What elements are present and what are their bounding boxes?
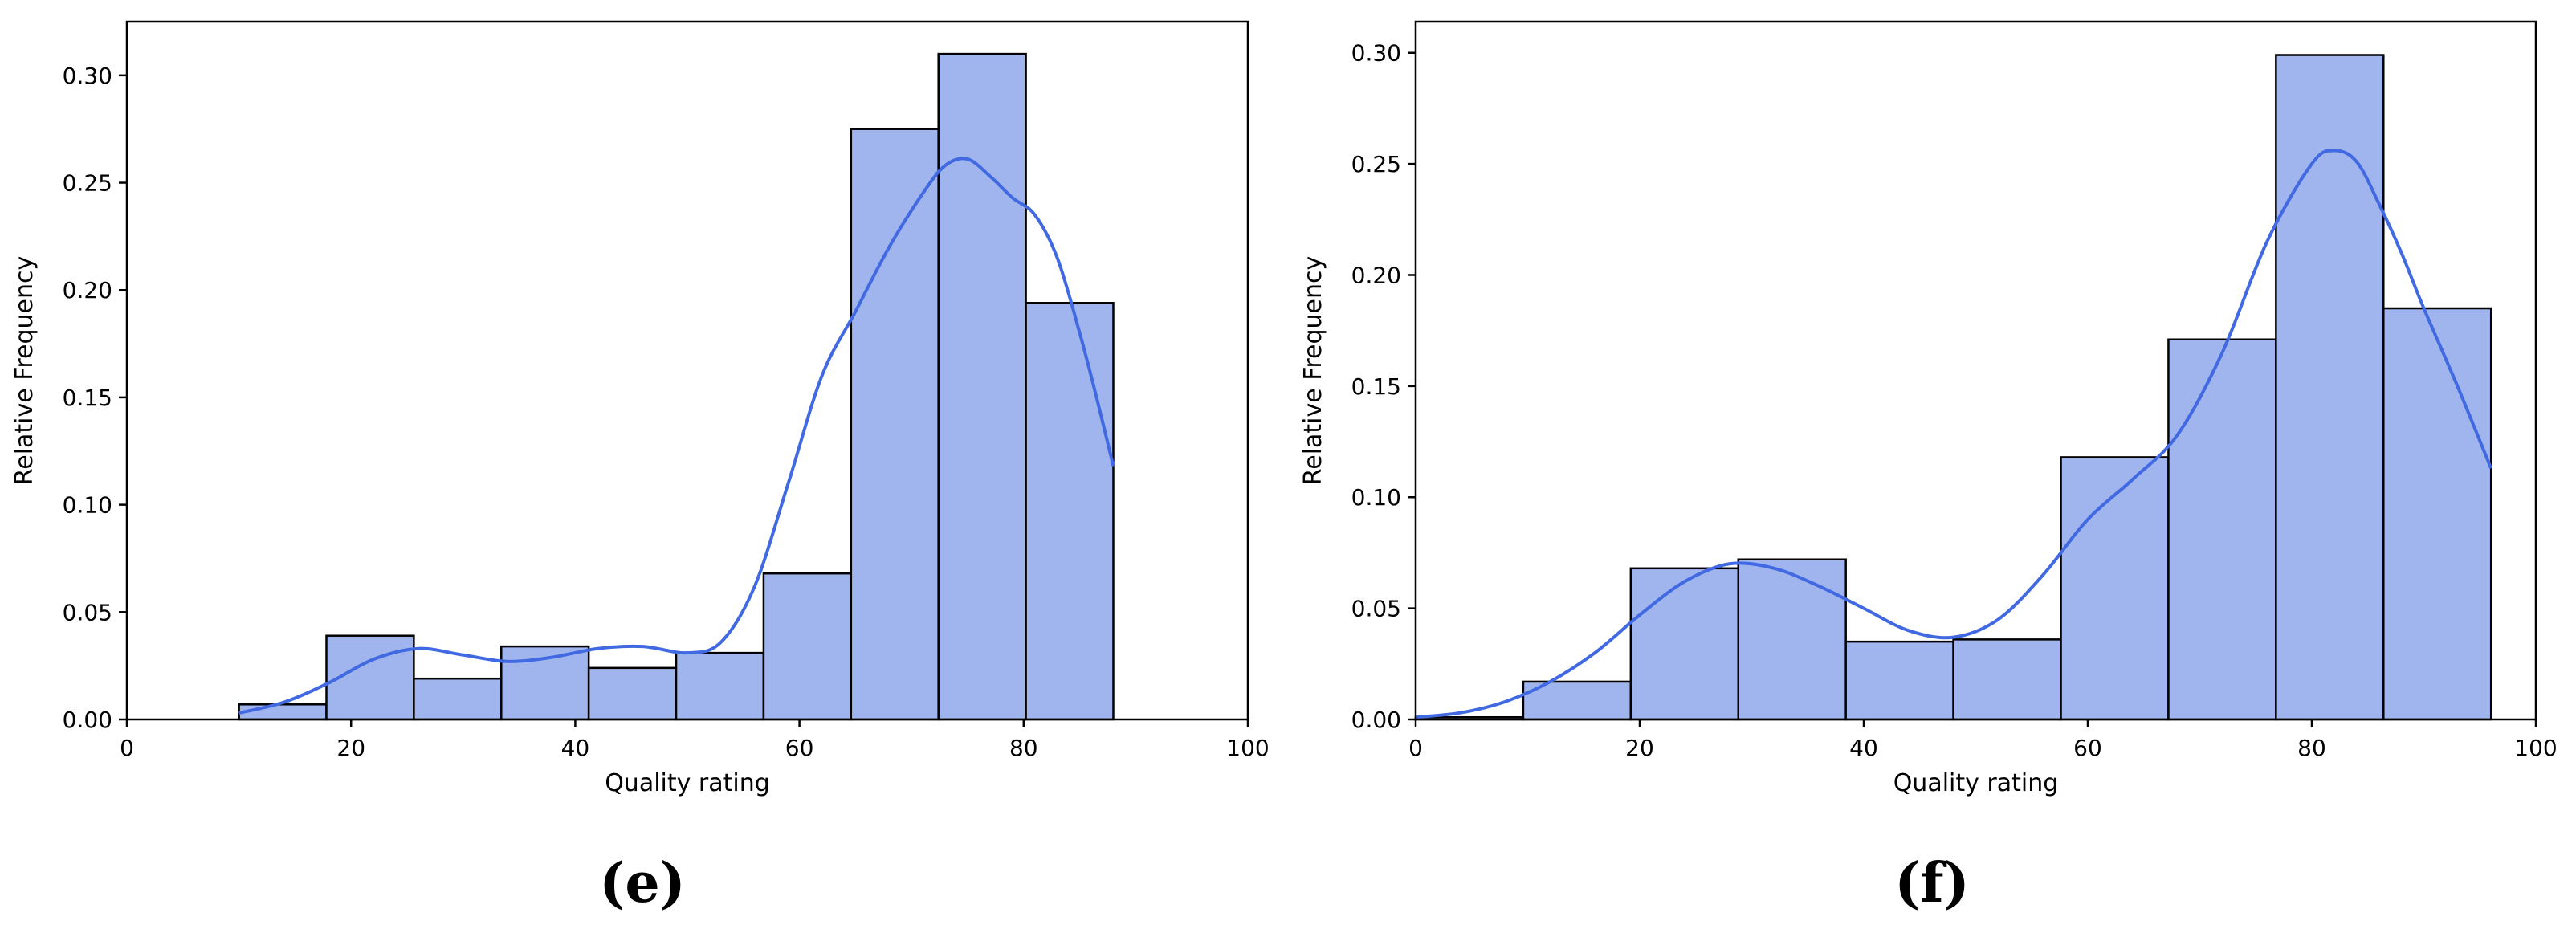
panel-caption-f: (f) bbox=[1894, 851, 1970, 915]
x-axis-label-e: Quality rating bbox=[605, 769, 770, 797]
y-tick-label-e-4: 0.15 bbox=[63, 385, 112, 411]
histogram-bar-f-9 bbox=[2275, 54, 2385, 721]
x-tick-label-f-5: 80 bbox=[2297, 735, 2326, 761]
histogram-bar-f-6 bbox=[1952, 638, 2062, 721]
x-tick-label-e-3: 40 bbox=[561, 735, 590, 761]
histogram-bar-e-9 bbox=[937, 52, 1027, 721]
y-tick-label-f-5: 0.20 bbox=[1351, 262, 1401, 288]
histogram-bar-f-10 bbox=[2382, 307, 2492, 721]
x-tick-label-f-4: 60 bbox=[2073, 735, 2102, 761]
histogram-bar-f-3 bbox=[1629, 567, 1740, 721]
histogram-bar-f-8 bbox=[2167, 338, 2277, 721]
histogram-bar-e-5 bbox=[587, 666, 678, 721]
x-tick-label-f-1: 0 bbox=[1408, 735, 1423, 761]
y-tick-label-e-1: 0.00 bbox=[63, 707, 112, 733]
y-axis-ticks-f: 0.00 0.05 0.10 0.15 0.20 0.25 0.30 bbox=[1351, 40, 1416, 733]
x-axis-label-f: Quality rating bbox=[1893, 769, 2059, 797]
histogram-bars-f bbox=[1414, 54, 2492, 721]
histogram-bar-e-6 bbox=[675, 651, 765, 721]
x-tick-label-e-6: 100 bbox=[1226, 735, 1269, 761]
histogram-bar-e-8 bbox=[850, 128, 940, 721]
y-axis-label-e: Relative Frequency bbox=[10, 256, 39, 486]
y-tick-label-e-6: 0.25 bbox=[63, 170, 112, 197]
histogram-bar-e-7 bbox=[762, 572, 853, 721]
x-axis-ticks-f: 0 20 40 60 80 100 bbox=[1408, 719, 2558, 761]
plot-frame-e bbox=[125, 20, 1249, 721]
y-tick-label-e-7: 0.30 bbox=[63, 63, 112, 89]
histogram-bar-f-2 bbox=[1522, 680, 1632, 721]
y-tick-label-f-4: 0.15 bbox=[1351, 373, 1401, 400]
y-tick-label-f-1: 0.00 bbox=[1351, 707, 1401, 733]
histogram-bar-e-10 bbox=[1025, 302, 1115, 721]
y-tick-label-e-2: 0.05 bbox=[63, 599, 112, 625]
x-tick-label-e-1: 0 bbox=[120, 735, 134, 761]
y-tick-label-f-3: 0.10 bbox=[1351, 484, 1401, 511]
x-tick-label-f-2: 20 bbox=[1625, 735, 1654, 761]
y-tick-label-e-5: 0.20 bbox=[63, 277, 112, 304]
histogram-bar-f-4 bbox=[1737, 558, 1847, 721]
panel-caption-e: (e) bbox=[599, 851, 686, 915]
chart-panel-e: 0 20 40 60 80 100 0.00 0.05 0.10 0.15 0.20 0.25 0.3… bbox=[10, 20, 1270, 915]
x-tick-label-e-4: 60 bbox=[785, 735, 814, 761]
histogram-bar-e-3 bbox=[413, 677, 503, 721]
chart-panel-f: 0 20 40 60 80 100 0.00 0.05 0.10 0.15 0.20 0.25 0.3… bbox=[1299, 20, 2558, 915]
x-tick-label-f-3: 40 bbox=[1849, 735, 1878, 761]
histogram-bars-e bbox=[238, 52, 1115, 721]
plot-frame-f bbox=[1414, 20, 2537, 721]
x-tick-label-e-2: 20 bbox=[336, 735, 365, 761]
histogram-bar-e-1 bbox=[238, 703, 328, 721]
y-tick-label-e-3: 0.10 bbox=[63, 492, 112, 519]
histogram-bar-f-5 bbox=[1844, 640, 1954, 721]
x-tick-label-f-6: 100 bbox=[2514, 735, 2557, 761]
y-tick-label-f-2: 0.05 bbox=[1351, 596, 1401, 622]
y-axis-ticks-e: 0.00 0.05 0.10 0.15 0.20 0.25 0.30 bbox=[63, 63, 127, 733]
y-tick-label-f-7: 0.30 bbox=[1351, 40, 1401, 67]
kde-curve-e bbox=[238, 157, 1115, 715]
kde-curve-f bbox=[1415, 149, 2493, 719]
y-axis-label-f: Relative Frequency bbox=[1299, 256, 1327, 486]
x-tick-label-e-5: 80 bbox=[1009, 735, 1038, 761]
x-axis-ticks-e: 0 20 40 60 80 100 bbox=[120, 719, 1270, 761]
y-tick-label-f-6: 0.25 bbox=[1351, 151, 1401, 177]
